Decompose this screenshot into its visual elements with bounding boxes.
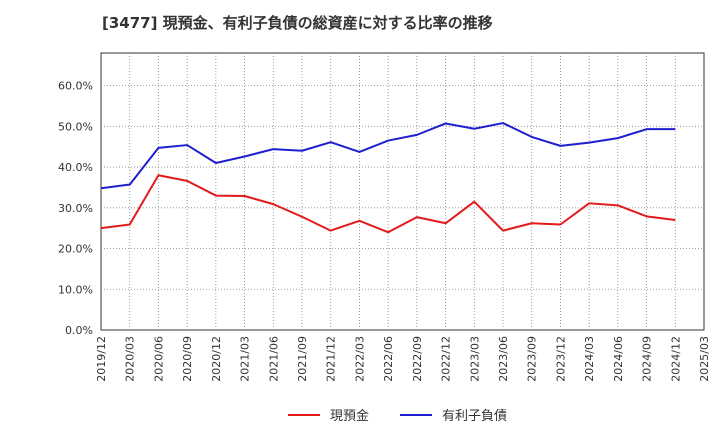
grid <box>101 53 704 330</box>
series-line-2 <box>100 122 676 190</box>
x-tick-label: 2022/06 <box>382 336 395 382</box>
legend-label-2: 有利子負債 <box>442 409 507 424</box>
x-tick-label: 2024/09 <box>641 336 654 382</box>
x-tick-label: 2024/03 <box>583 336 596 382</box>
x-axis: 2019/12 2020/03 2020/06 2020/09 2020/12 2021/… <box>95 336 711 382</box>
y-tick-label: 20.0% <box>58 243 93 256</box>
x-tick-label: 2024/12 <box>669 336 682 382</box>
x-tick-label: 2020/09 <box>181 336 194 382</box>
x-tick-label: 2023/06 <box>497 336 510 382</box>
legend: 現預金 有利子負債 <box>288 408 507 424</box>
series-line-1 <box>100 174 676 234</box>
x-tick-label: 2023/12 <box>554 336 567 382</box>
x-tick-label: 2021/06 <box>267 336 280 382</box>
x-tick-label: 2020/06 <box>152 336 165 382</box>
chart-title: [3477] 現預金、有利子負債の総資産に対する比率の推移 <box>102 14 493 32</box>
y-tick-label: 60.0% <box>58 80 93 93</box>
y-tick-label: 50.0% <box>58 120 93 133</box>
y-tick-label: 30.0% <box>58 202 93 215</box>
x-tick-label: 2024/06 <box>612 336 625 382</box>
y-tick-label: 10.0% <box>58 283 93 296</box>
y-tick-label: 40.0% <box>58 161 93 174</box>
x-tick-label: 2020/12 <box>210 336 223 382</box>
x-tick-label: 2025/03 <box>698 336 711 382</box>
series-lines <box>100 122 676 234</box>
y-tick-label: 0.0% <box>65 324 93 337</box>
x-tick-label: 2022/12 <box>440 336 453 382</box>
x-tick-label: 2019/12 <box>95 336 108 382</box>
x-tick-label: 2021/09 <box>296 336 309 382</box>
x-tick-label: 2022/09 <box>411 336 424 382</box>
x-tick-label: 2020/03 <box>124 336 137 382</box>
x-tick-label: 2021/12 <box>325 336 338 382</box>
y-axis: 0.0% 10.0% 20.0% 30.0% 40.0% 50.0% 60.0% <box>58 80 93 337</box>
x-tick-label: 2023/03 <box>468 336 481 382</box>
plot-area <box>100 52 705 331</box>
x-tick-label: 2023/09 <box>526 336 539 382</box>
legend-label-1: 現預金 <box>330 408 369 424</box>
x-tick-label: 2022/03 <box>353 336 366 382</box>
x-tick-label: 2021/03 <box>239 336 252 382</box>
